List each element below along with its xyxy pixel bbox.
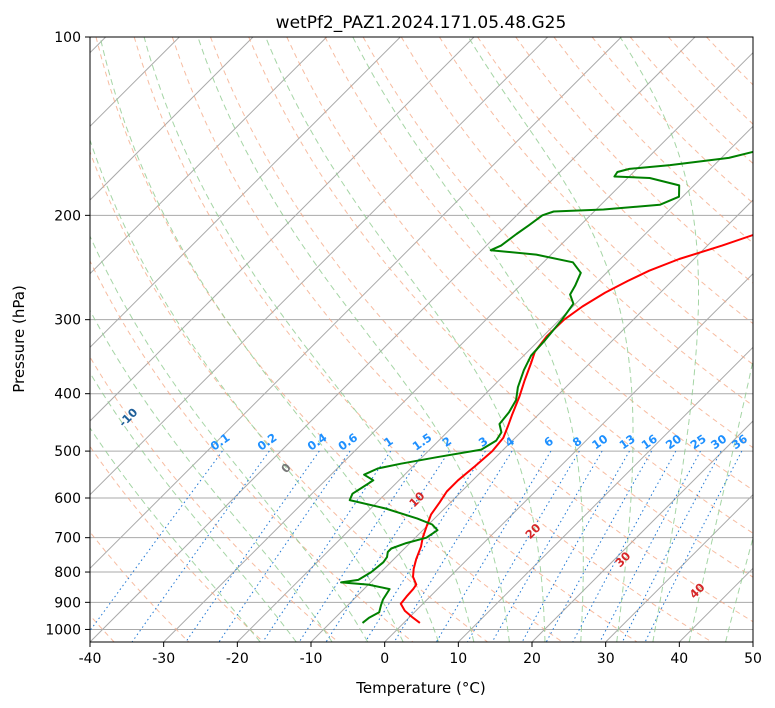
moist-adiabat-line (90, 138, 404, 642)
mixing-ratio-line (467, 450, 580, 642)
isotherm-line (163, 51, 753, 642)
moist-adiabat-line (143, 37, 475, 642)
y-tick-label: 1000 (45, 622, 81, 638)
background-lines (90, 37, 753, 642)
isotherm-line (531, 420, 753, 642)
mixing-ratio-line (90, 450, 223, 632)
x-tick-label: -10 (300, 651, 323, 667)
moist-adiabat-line (90, 235, 369, 642)
moist-adiabat-line (352, 37, 584, 642)
x-axis: -40 -30 -20 -10 0 10 20 30 40 50 (79, 642, 762, 667)
dry-adiabat-line (90, 445, 264, 642)
isotherm-line (605, 493, 753, 642)
isotherm-line (236, 125, 753, 642)
dry-adiabat-line (362, 37, 753, 449)
isotherm-line (752, 641, 753, 642)
x-tick-label: -40 (79, 651, 102, 667)
y-tick-label: 400 (54, 387, 81, 403)
mixing-ratio-line (644, 450, 743, 642)
dry-adiabat-line (210, 37, 753, 623)
isotherm-line (90, 37, 254, 201)
x-tick-label: 0 (380, 651, 389, 667)
isotherm-line (384, 272, 753, 642)
mixing-ratio-line (325, 450, 450, 642)
mixing-ratio-line (298, 450, 425, 642)
dry-adiabat-line (90, 150, 488, 642)
isotherm-line (90, 37, 549, 496)
dry-adiabat-line (171, 37, 712, 642)
mixing-ratio-line (262, 450, 392, 642)
moist-adiabat-line (265, 37, 546, 642)
dry-adiabat-line (133, 37, 638, 642)
series-layer (340, 150, 753, 624)
y-tick-label: 800 (54, 565, 81, 581)
y-tick-label: 200 (54, 208, 81, 224)
mixing-ratio-line (572, 450, 677, 642)
y-tick-label: 900 (54, 595, 81, 611)
x-tick-label: 20 (523, 651, 541, 667)
y-tick-label: 100 (54, 30, 81, 46)
dry-adiabat-line (95, 37, 563, 642)
moist-adiabat-line (99, 37, 439, 642)
x-tick-label: 10 (449, 651, 467, 667)
series-line-0 (399, 233, 753, 624)
isotherm-line (90, 37, 622, 570)
y-tick-label: 700 (54, 531, 81, 547)
y-tick-label: 300 (54, 313, 81, 329)
x-tick-label: -30 (152, 651, 175, 667)
moist-adiabat-line (90, 371, 297, 642)
dry-adiabat-line (400, 37, 753, 407)
isotherm-line (457, 346, 753, 642)
mixing-ratio-line (435, 450, 552, 642)
chart-title: wetPf2_PAZ1.2024.171.05.48.G25 (276, 13, 567, 33)
y-tick-label: 500 (54, 444, 81, 460)
x-tick-label: 40 (670, 651, 688, 667)
mixing-ratio-line (521, 450, 630, 642)
isotherm-line (90, 37, 475, 422)
isotherm-line (90, 37, 328, 275)
mixing-ratio-line (218, 450, 351, 642)
moist-adiabat-line (688, 358, 753, 642)
moist-adiabat-line (197, 37, 510, 642)
y-axis-label: Pressure (hPa) (10, 285, 28, 393)
plot-frame (89, 36, 754, 643)
moist-adiabat-line (90, 427, 261, 642)
dry-adiabat-line (248, 37, 753, 578)
mixing-ratio-line (599, 450, 701, 642)
y-tick-label: 600 (54, 491, 81, 507)
dry-adiabat-line (324, 37, 753, 491)
x-tick-label: 30 (597, 651, 615, 667)
moist-adiabat-line (90, 309, 333, 642)
isotherm-line (90, 37, 401, 349)
moist-adiabat-line (725, 536, 753, 642)
mixing-ratio-line (491, 450, 603, 642)
series-line-1 (340, 150, 753, 624)
x-tick-label: 50 (744, 651, 762, 667)
isotherm-line (90, 37, 696, 642)
mixing-ratio-line (621, 450, 722, 642)
y-axis: 100 200 300 400 500 600 700 800 900 1000 (45, 30, 90, 638)
x-tick-label: -20 (226, 651, 249, 667)
moist-adiabat-line (619, 37, 699, 642)
mixing-ratio-line (545, 450, 653, 642)
x-axis-label: Temperature (°C) (355, 679, 485, 697)
